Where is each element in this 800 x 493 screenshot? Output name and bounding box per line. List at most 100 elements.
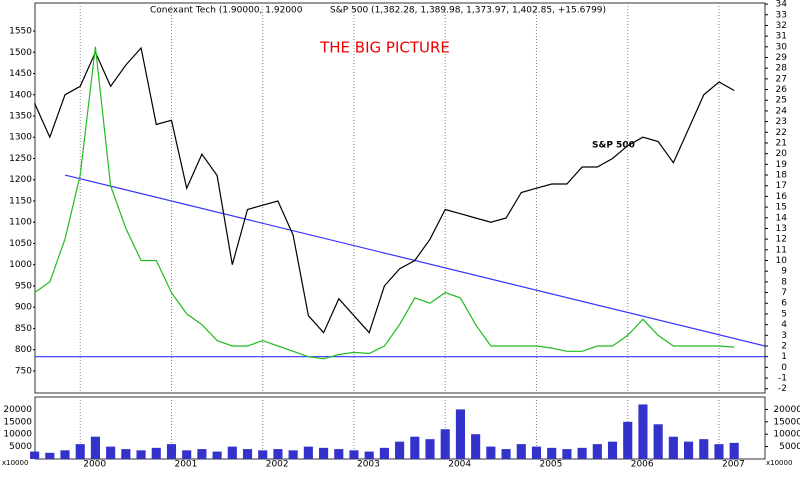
- y2-tick-label: 8: [781, 277, 787, 287]
- volume-bar: [653, 424, 663, 459]
- x-tick-label: 2007: [722, 460, 745, 470]
- y2-tick-label: 26: [776, 85, 788, 95]
- volume-tick-label: 15000: [3, 417, 32, 427]
- y-tick-label: 1550: [9, 27, 32, 37]
- x-tick-label: 2001: [174, 460, 197, 470]
- volume-bar: [425, 439, 435, 459]
- volume-tick-label: 5000: [779, 442, 800, 452]
- y2-tick-label: 31: [776, 32, 787, 42]
- y2-tick-label: 18: [776, 171, 788, 181]
- y2-tick-label: 15: [776, 203, 787, 213]
- y2-tick-label: 25: [776, 96, 787, 106]
- volume-bar: [638, 404, 648, 459]
- volume-tick-label: 10000: [3, 430, 32, 440]
- volume-bar: [364, 451, 374, 459]
- volume-bar: [562, 449, 572, 459]
- volume-bar: [227, 446, 237, 459]
- y2-tick-label: 27: [776, 74, 787, 84]
- y2-tick-label: 20: [776, 149, 788, 159]
- y-tick-label: 1200: [9, 175, 32, 185]
- y2-tick-label: 17: [776, 181, 787, 191]
- y-tick-label: 1300: [9, 133, 32, 143]
- y2-tick-label: 1: [781, 352, 787, 362]
- volume-bar: [440, 429, 450, 459]
- y2-tick-label: 13: [776, 224, 787, 234]
- y2-tick-label: 5: [781, 309, 787, 319]
- y2-tick-label: 28: [776, 64, 788, 74]
- y-tick-label: 750: [15, 366, 32, 376]
- y2-tick-label: 6: [781, 299, 787, 309]
- volume-bar: [486, 446, 496, 459]
- y-tick-label: 900: [15, 303, 32, 313]
- annotation: S&P 500: [592, 141, 635, 151]
- y2-tick-label: 23: [776, 117, 787, 127]
- y2-tick-label: 30: [776, 42, 788, 52]
- chart-title: THE BIG PICTURE: [319, 39, 450, 57]
- y2-tick-label: 9: [781, 267, 787, 277]
- volume-bar: [395, 441, 405, 459]
- volume-bar: [699, 439, 709, 459]
- x-tick-label: 2004: [448, 460, 471, 470]
- volume-bar: [455, 409, 465, 459]
- volume-bar: [106, 446, 116, 459]
- volume-bar: [410, 436, 420, 459]
- y2-tick-label: 0: [781, 363, 787, 373]
- volume-tick-label: 5000: [9, 442, 32, 452]
- volume-bar: [45, 452, 55, 459]
- y2-tick-label: 33: [776, 10, 787, 20]
- y-tick-label: 800: [15, 345, 32, 355]
- volume-tick-label: 20000: [3, 405, 32, 415]
- y-tick-label: 950: [15, 281, 32, 291]
- y2-tick-label: -2: [778, 384, 787, 394]
- y-tick-label: 1350: [9, 112, 32, 122]
- x-tick-label: 2003: [357, 460, 380, 470]
- header: Conexant Tech (1.90000, 1.92000: [150, 6, 303, 16]
- volume-bar: [90, 436, 100, 459]
- price-panel: [34, 2, 766, 394]
- header-2: S&P 500 (1,382.28, 1,389.98, 1,373.97, 1…: [330, 6, 606, 16]
- y2-tick-label: 16: [776, 192, 788, 202]
- y-tick-label: 1050: [9, 239, 32, 249]
- volume-bar: [212, 451, 222, 459]
- y-tick-label: 1250: [9, 154, 32, 164]
- volume-bar: [60, 450, 70, 459]
- x-tick-label: 2006: [631, 460, 654, 470]
- volume-tick-label: 15000: [773, 417, 800, 427]
- volume-bar: [607, 441, 618, 459]
- volume-bar: [258, 450, 268, 459]
- y2-tick-label: 10: [776, 256, 788, 266]
- y2-tick-label: 24: [776, 106, 788, 116]
- volume-bar: [531, 446, 542, 459]
- volume-unit: x10000: [766, 459, 792, 467]
- volume-bar: [592, 444, 602, 459]
- volume-bar: [471, 434, 481, 459]
- y-tick-label: 1000: [9, 260, 32, 270]
- y2-tick-label: 19: [776, 160, 788, 170]
- volume-bar: [379, 447, 389, 459]
- volume-bar: [547, 447, 557, 459]
- y2-tick-label: 12: [776, 235, 787, 245]
- y2-tick-label: 3: [781, 331, 787, 341]
- y2-tick-label: 14: [776, 213, 788, 223]
- volume-bar: [30, 451, 40, 459]
- y2-tick-label: 4: [781, 320, 787, 330]
- volume-bar: [684, 441, 694, 459]
- volume-bar: [151, 447, 161, 459]
- y2-tick-label: -1: [778, 374, 787, 384]
- y2-tick-label: 2: [781, 341, 787, 351]
- volume-bar: [334, 449, 344, 459]
- y2-tick-label: 7: [781, 288, 787, 298]
- volume-bar: [714, 444, 724, 459]
- volume-bar: [668, 436, 678, 459]
- y2-tick-label: 11: [776, 245, 787, 255]
- volume-tick-label: 10000: [773, 430, 800, 440]
- y-tick-label: 1500: [9, 48, 32, 58]
- x-tick-label: 2005: [539, 460, 562, 470]
- volume-bar: [136, 450, 146, 459]
- volume-bar: [349, 450, 359, 459]
- volume-bar: [303, 446, 313, 459]
- y2-tick-label: 22: [776, 128, 787, 138]
- y2-tick-label: 29: [776, 53, 788, 63]
- y2-tick-label: 21: [776, 138, 787, 148]
